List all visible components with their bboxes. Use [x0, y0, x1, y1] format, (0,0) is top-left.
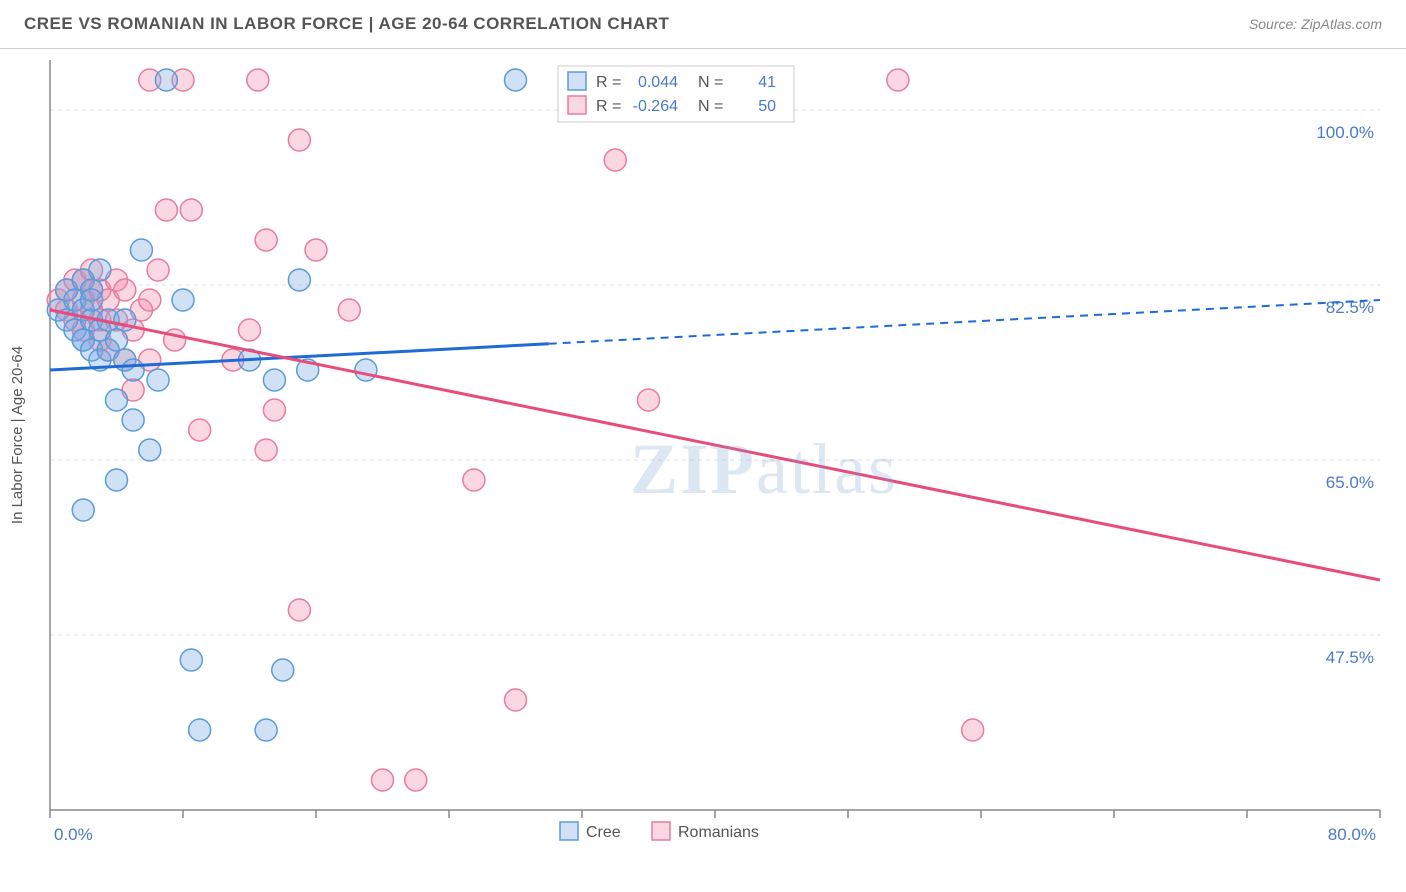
chart-title: CREE VS ROMANIAN IN LABOR FORCE | AGE 20… [24, 14, 669, 34]
y-tick-label: 65.0% [1326, 473, 1374, 492]
data-point-romanians [372, 769, 394, 791]
data-point-cree [130, 239, 152, 261]
data-point-romanians [255, 439, 277, 461]
chart-area: 47.5%65.0%82.5%100.0%0.0%80.0%In Labor F… [0, 48, 1406, 892]
data-point-cree [172, 289, 194, 311]
legend-n-value: 41 [758, 74, 776, 91]
legend-r-value: 0.044 [638, 74, 678, 91]
legend-r-label: R = [596, 74, 621, 91]
data-point-romanians [263, 399, 285, 421]
data-point-cree [272, 659, 294, 681]
data-point-romanians [114, 279, 136, 301]
legend-r-value: -0.264 [633, 98, 678, 115]
data-point-cree [288, 269, 310, 291]
data-point-romanians [239, 319, 261, 341]
y-tick-label: 47.5% [1326, 648, 1374, 667]
data-point-cree [255, 719, 277, 741]
data-point-romanians [288, 599, 310, 621]
trend-line-romanians [50, 310, 1380, 580]
data-point-romanians [638, 389, 660, 411]
data-point-cree [147, 369, 169, 391]
data-point-romanians [147, 259, 169, 281]
data-point-romanians [604, 149, 626, 171]
trend-line-cree-dashed [549, 300, 1380, 344]
source-label: Source: ZipAtlas.com [1249, 16, 1382, 32]
data-point-romanians [180, 199, 202, 221]
data-point-cree [180, 649, 202, 671]
data-point-cree [189, 719, 211, 741]
data-point-romanians [305, 239, 327, 261]
legend-r-label: R = [596, 98, 621, 115]
data-point-romanians [962, 719, 984, 741]
data-point-cree [106, 329, 128, 351]
data-point-romanians [463, 469, 485, 491]
data-point-cree [139, 439, 161, 461]
data-point-romanians [155, 199, 177, 221]
x-start-label: 0.0% [54, 825, 93, 844]
data-point-cree [72, 499, 94, 521]
data-point-cree [106, 389, 128, 411]
y-axis-title: In Labor Force | Age 20-64 [9, 346, 26, 524]
data-point-cree [122, 409, 144, 431]
legend-n-value: 50 [758, 98, 776, 115]
data-point-cree [505, 69, 527, 91]
legend-swatch [568, 72, 586, 90]
bottom-legend-swatch [560, 822, 578, 840]
data-point-romanians [887, 69, 909, 91]
scatter-chart: 47.5%65.0%82.5%100.0%0.0%80.0%In Labor F… [0, 48, 1406, 892]
data-point-romanians [288, 129, 310, 151]
data-point-cree [106, 469, 128, 491]
data-point-romanians [255, 229, 277, 251]
data-point-romanians [139, 289, 161, 311]
data-point-romanians [338, 299, 360, 321]
data-point-romanians [247, 69, 269, 91]
bottom-legend-label: Cree [586, 824, 621, 841]
data-point-romanians [405, 769, 427, 791]
y-tick-label: 100.0% [1316, 123, 1374, 142]
x-end-label: 80.0% [1328, 825, 1376, 844]
legend-n-label: N = [698, 74, 723, 91]
data-point-cree [81, 289, 103, 311]
data-point-cree [89, 259, 111, 281]
data-point-cree [263, 369, 285, 391]
data-point-romanians [505, 689, 527, 711]
data-point-cree [355, 359, 377, 381]
bottom-legend-label: Romanians [678, 824, 759, 841]
data-point-cree [122, 359, 144, 381]
legend-n-label: N = [698, 98, 723, 115]
data-point-cree [155, 69, 177, 91]
bottom-legend-swatch [652, 822, 670, 840]
data-point-romanians [189, 419, 211, 441]
legend-swatch [568, 96, 586, 114]
